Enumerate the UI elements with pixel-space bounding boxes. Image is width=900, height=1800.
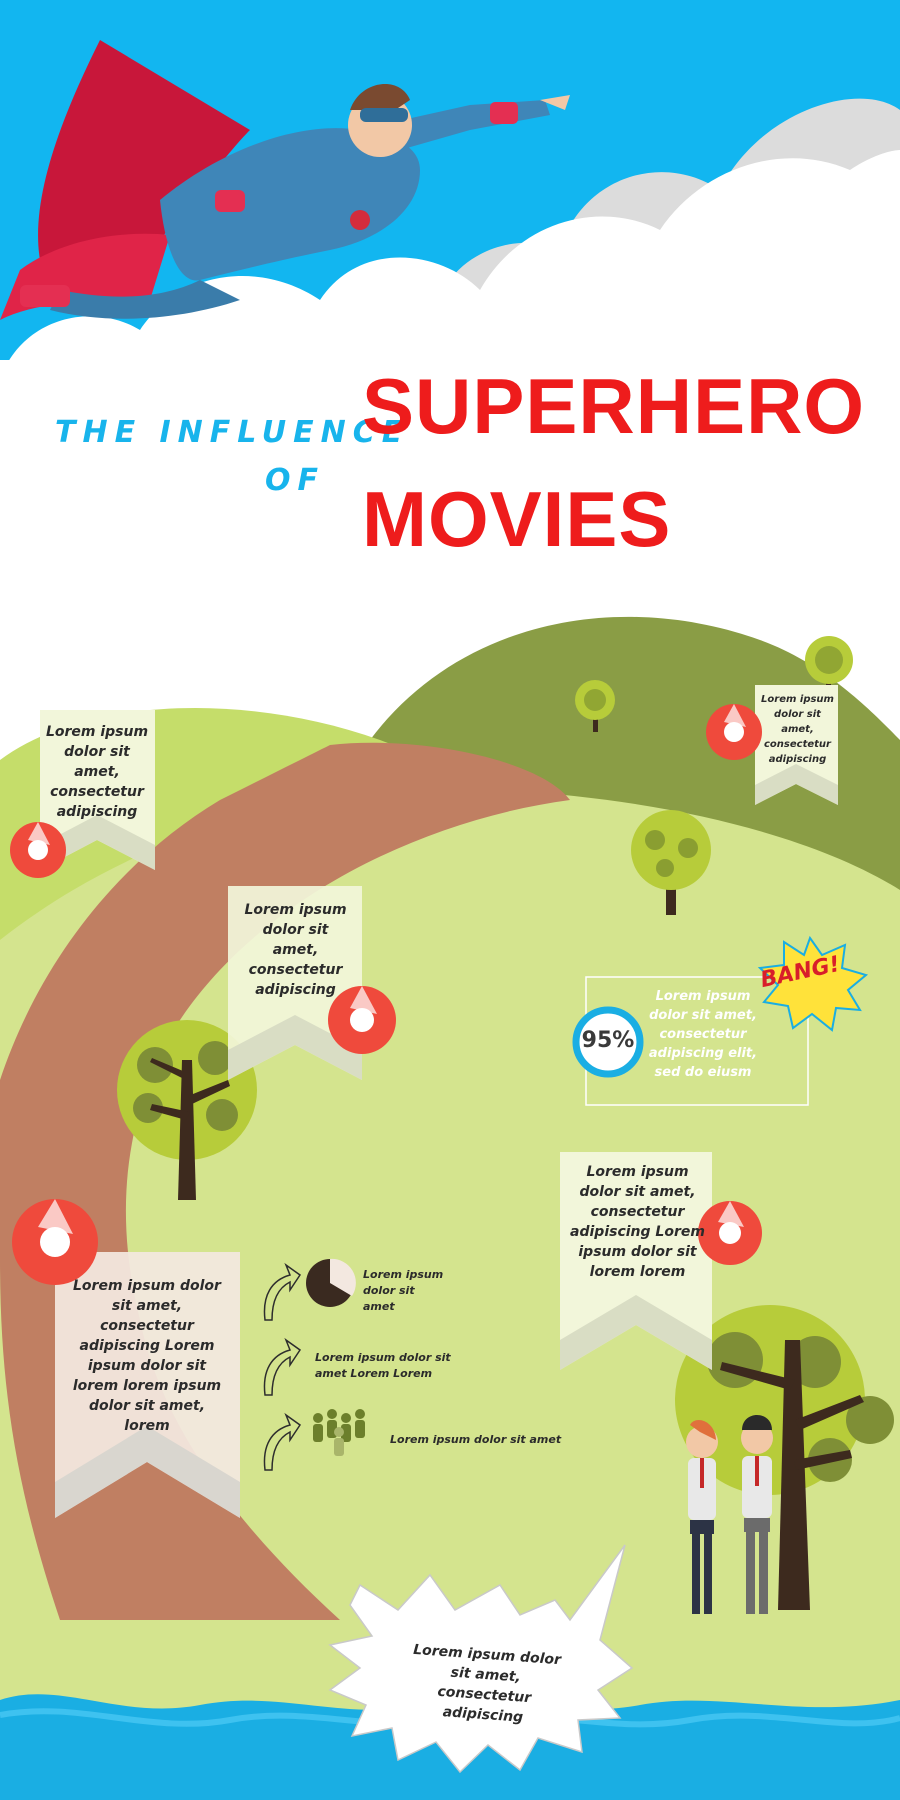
title-pre-line1: THE INFLUENCE [55,415,410,450]
shutter-icon-3 [328,986,396,1054]
tree-medium-center [631,810,711,915]
arrow-icon-1 [263,1262,302,1321]
flag-right-shape [560,1152,712,1370]
flag-bottom-left-text: Lorem ipsum dolor sit amet, consectetur … [72,1278,222,1434]
flag-right-text: Lorem ipsum dolor sit amet, consectetur … [570,1164,705,1280]
arrow-icon-3 [263,1412,302,1471]
percent-label: 95% [581,1028,635,1053]
percent-ring-bg [576,1010,640,1074]
flag-bottom-left-fold [55,1426,240,1518]
flag-right-fold [560,1295,712,1370]
flag-top-left-text: Lorem ipsum dolor sit amet, consectetur … [45,724,149,820]
flag-mid-left-fold [228,1015,362,1080]
list-item-1-text: Lorem ipsum dolor sit amet [363,1268,444,1313]
burst-text: Lorem ipsum dolor sit amet, consectetur … [412,1641,562,1726]
shutter-icon-5 [12,1199,98,1285]
bang-burst-shape [757,935,869,1032]
tree-small-top-right [805,636,853,690]
tree-small-mid [575,680,615,732]
superhero-illustration [0,40,570,320]
shutter-icon-4 [698,1201,762,1265]
shutter-icon-1 [10,822,66,878]
people-illustration [686,1415,773,1614]
list-item-2-text: Lorem ipsum dolor sit amet Lorem Lorem [315,1351,451,1380]
flag-top-right-fold [755,764,838,805]
title-main-line1: SUPERHERO [362,362,866,450]
front-cloud [0,150,900,620]
tree-large-right [675,1305,894,1610]
flag-top-right-text: Lorem ipsum dolor sit amet, consectetur … [761,694,834,765]
flag-bottom-left-shape [55,1252,240,1518]
flag-mid-left-text: Lorem ipsum dolor sit amet, consectetur … [244,902,347,998]
people-group-icon [313,1409,365,1456]
title-pre-line2: OF [265,463,325,498]
flag-mid-left-shape [228,886,362,1080]
shutter-icon-2 [706,704,762,760]
title-main-line2: MOVIES [362,475,672,563]
tree-large-left [117,1020,257,1200]
percent-ring [572,1006,644,1078]
list-item-3-text: Lorem ipsum dolor sit amet [390,1433,562,1446]
speech-burst-shape [328,1544,634,1774]
stat-box-text: Lorem ipsum dolor sit amet, consectetur … [648,989,758,1080]
pie-icon [306,1258,356,1307]
arrow-icon-2 [263,1337,302,1396]
